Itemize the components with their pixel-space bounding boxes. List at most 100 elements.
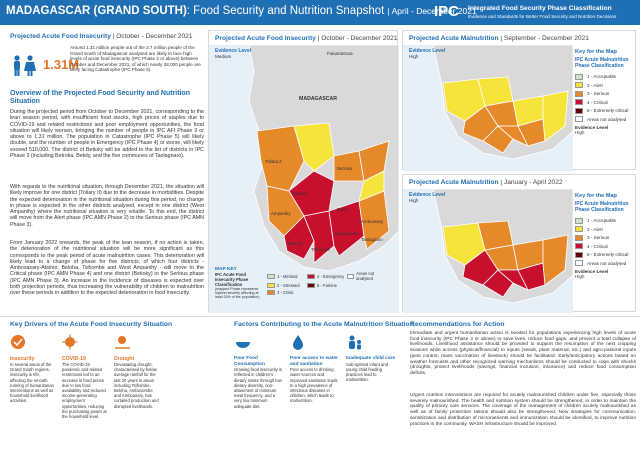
report-title: : Food Security and Nutrition Snapshot	[186, 5, 385, 17]
driver-text: Devastating drought, characterised by be…	[114, 362, 159, 409]
amn-key-2-item: 1 - Acceptable	[575, 216, 635, 225]
legend-swatch-phase-5	[307, 283, 315, 288]
legend-label: Areas not analysed	[356, 271, 375, 281]
amn-map-1-title: Projected Acute Malnutrition | September…	[409, 35, 589, 42]
amn-1-evidence-title: Evidence Level	[409, 48, 446, 54]
key-swatch-phase-3	[575, 90, 583, 97]
ipc-logo-subtitle-1: Integrated Food Security Phase Classific…	[468, 5, 612, 12]
factor-food-consumption: Poor Food Consumption Growing food insec…	[234, 334, 284, 409]
ipc-logo-text: IPC	[434, 3, 460, 20]
label-betioky: Betioky	[293, 191, 308, 196]
food-bowl-icon	[236, 342, 250, 348]
amn-key-2-evidence: Evidence Level	[575, 269, 609, 275]
key-swatch-phase-2	[575, 226, 583, 233]
key-label: 4 - Critical	[587, 99, 608, 105]
afi-evidence-title: Evidence Level	[215, 48, 252, 54]
key-swatch-not-analysed	[575, 116, 583, 123]
afi-map-title: Projected Acute Food Insecurity | Octobe…	[215, 35, 398, 42]
legend-label: 5 - Famine	[317, 283, 338, 288]
legend-label: 3 - Crisis	[277, 290, 294, 295]
amn-key-item: 3 - Serious	[575, 89, 635, 98]
afi-legend-spacer	[347, 283, 387, 288]
legend-swatch-phase-3	[267, 290, 275, 295]
afi-title-text: Projected Acute Food Insecurity	[10, 33, 111, 40]
legend-label: 2 - Stressed	[277, 283, 300, 288]
legend-swatch-phase-4	[307, 273, 315, 279]
afi-map-key: MAP KEY IPC Acute Food Insecurity Phase …	[215, 267, 265, 300]
amn-key-item: 5 - Extremely critical	[575, 106, 635, 115]
amn-key-2: Key for the Map IPC Acute Malnutrition P…	[575, 193, 635, 279]
label-beloha: Beloha	[289, 241, 303, 246]
ipc-logo-subtitle: Integrated Food Security Phase Classific…	[468, 5, 616, 21]
ipc-logo: IPC Integrated Food Security Phase Class…	[434, 2, 634, 23]
label-tsihombe: Tsihombe	[311, 247, 330, 252]
key-swatch-phase-5	[575, 107, 583, 114]
key-label: 5 - Extremely critical	[587, 108, 629, 114]
key-label: 1 - Acceptable	[587, 74, 617, 80]
report-dates: | April - December 2021	[387, 6, 477, 16]
key-label: 1 - Acceptable	[587, 218, 617, 224]
key-swatch-phase-1	[575, 217, 583, 224]
key-label: 2 - Alert	[587, 82, 603, 88]
label-toliara: Toliara 2	[265, 159, 282, 164]
driver-text: The COVID-19 pandemic and related restri…	[62, 362, 107, 420]
afi-people-count: 1.31M	[43, 57, 80, 72]
drivers-title: Key Drivers of the Acute Food Insecurity…	[10, 321, 173, 328]
amn-2-evidence-value: High	[409, 198, 419, 204]
key-label: 5 - Extremely critical	[587, 252, 629, 258]
label-ampanihy: Ampanihy	[271, 211, 291, 216]
label-bekily: Bekily	[337, 207, 349, 212]
afi-evidence: Evidence Level Medium	[215, 48, 252, 60]
afi-map-key-title: MAP KEY	[215, 267, 237, 272]
afi-map-key-note: (mapped Phase represents highest severit…	[215, 287, 260, 300]
amn-key-2-title: Key for the Map	[575, 193, 617, 199]
factor-title: Poor access to water and sanitation	[290, 356, 338, 367]
afi-map-title-text: Projected Acute Food Insecurity	[215, 35, 316, 42]
factor-title: Poor Food Consumption	[234, 356, 265, 367]
drought-icon	[115, 336, 130, 349]
driver-drought: Drought Devastating drought, characteris…	[114, 334, 160, 409]
factor-text: Growing food insecurity is reflected in …	[234, 367, 282, 409]
amn-key-2-evidence-value: High	[575, 274, 585, 280]
key-label: 4 - Critical	[587, 243, 608, 249]
afi-map-panel: Projected Acute Food Insecurity | Octobe…	[208, 30, 399, 313]
amn-map-2	[403, 188, 574, 313]
recommendations-title: Recommendations for Action	[410, 321, 505, 328]
overview-paragraph-1: During the projected period from October…	[10, 109, 204, 160]
amn-key-evidence: Evidence Level	[575, 125, 609, 131]
key-swatch-not-analysed	[575, 260, 583, 267]
overview-paragraph-3: From January 2022 onwards, the peak of t…	[10, 240, 204, 297]
bottom-divider	[0, 316, 640, 317]
label-taolagnaro: Taolagnaro	[361, 237, 383, 242]
label-ambovombe: Ambovombe	[334, 231, 359, 236]
factor-title: Inadequate child care	[346, 356, 396, 361]
key-swatch-phase-2	[575, 82, 583, 89]
overview-paragraph-2: With regards to the nutritional situatio…	[10, 184, 204, 228]
key-label: 3 - Serious	[587, 91, 610, 97]
amn-map-2-title-text: Projected Acute Malnutrition	[409, 179, 499, 186]
amn-map-1-panel: Projected Acute Malnutrition | September…	[402, 30, 636, 171]
key-swatch-phase-3	[575, 234, 583, 241]
driver-covid: COVID-19 The COVID-19 pandemic and relat…	[62, 334, 108, 419]
factor-water-sanitation: Poor access to water and sanitation Poor…	[290, 334, 340, 404]
amn-map-1	[403, 44, 574, 171]
afi-summary: Around 1.31 million people out of the 2.…	[70, 45, 201, 73]
amn-map-1-title-text: Projected Acute Malnutrition	[409, 35, 499, 42]
amn-key-item: 4 - Critical	[575, 98, 635, 107]
key-label: Areas not analysed	[587, 260, 627, 266]
afi-legend-item: 2 - Stressed	[267, 283, 307, 288]
covid-icon	[62, 334, 78, 350]
driver-title: Drought	[114, 356, 135, 362]
amn-2-evidence: Evidence Level High	[409, 192, 445, 204]
key-label: Areas not analysed	[587, 116, 627, 122]
afi-legend-item: 1 - Minimal	[267, 271, 307, 281]
amn-key-2-item: 4 - Critical	[575, 242, 635, 251]
amn-map-2-period: | January - April 2022	[500, 179, 563, 186]
overview-title: Overview of the Projected Food Security …	[10, 90, 191, 105]
afi-legend-item: 3 - Crisis	[267, 290, 307, 295]
afi-section-title: Projected Acute Food Insecurity | Octobe…	[10, 33, 193, 40]
amn-key-2-item: 2 - Alert	[575, 225, 635, 234]
recommendations-paragraph-1: Immediate and urgent humanitarian action…	[410, 331, 636, 376]
afi-period: | October - December 2021	[112, 33, 193, 40]
amn-key-evidence-value: High	[575, 130, 585, 136]
